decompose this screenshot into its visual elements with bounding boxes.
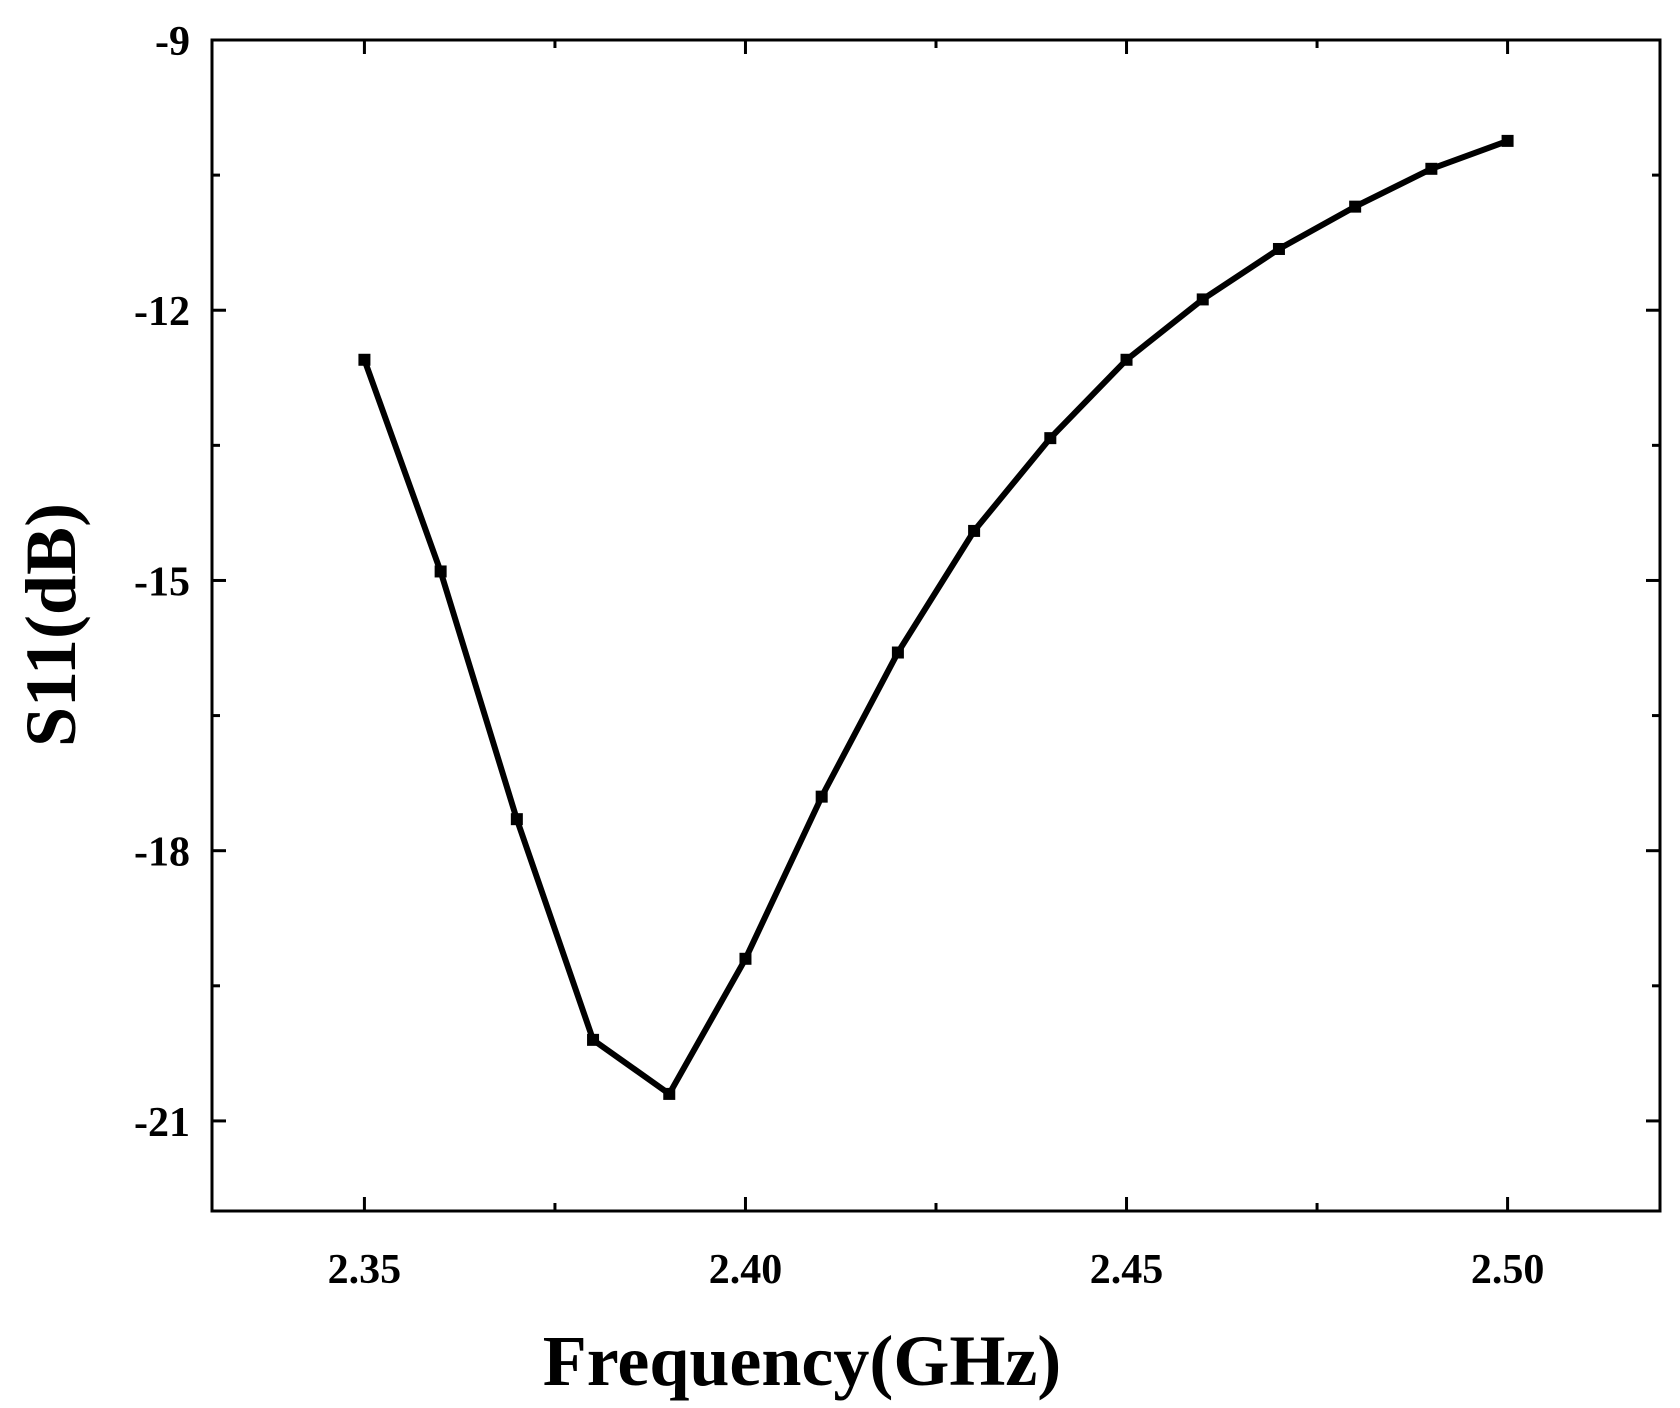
data-point-marker (1272, 242, 1285, 255)
data-point-marker (1196, 293, 1209, 306)
data-point-marker (1349, 200, 1362, 213)
data-point-marker (815, 790, 828, 803)
x-tick-label: 2.35 (328, 1247, 402, 1293)
data-point-marker (663, 1087, 676, 1100)
y-tick-label: -21 (134, 1100, 190, 1146)
data-point-marker (891, 646, 904, 659)
y-axis-title: S11(dB) (11, 503, 91, 747)
s11-line (361, 138, 1509, 1097)
data-point-marker (1120, 353, 1133, 366)
data-point-marker (1044, 432, 1057, 445)
data-point-marker (358, 353, 371, 366)
y-tick-label: -18 (134, 830, 190, 876)
plot-frame (210, 38, 1662, 1213)
data-series (358, 134, 1514, 1100)
x-tick-label: 2.50 (1471, 1247, 1545, 1293)
axis-ticks (212, 38, 1660, 1211)
x-tick-label: 2.40 (709, 1247, 783, 1293)
data-point-marker (739, 952, 752, 965)
data-point-marker (510, 813, 523, 826)
y-tick-label: -12 (134, 289, 190, 335)
y-tick-label: -9 (155, 19, 190, 65)
x-tick-label: 2.45 (1090, 1247, 1164, 1293)
data-point-marker (1501, 134, 1514, 147)
x-axis-title: Frequency(GHz) (543, 1321, 1062, 1401)
data-point-marker (434, 565, 447, 578)
data-point-marker (968, 524, 981, 537)
data-point-marker (587, 1033, 600, 1046)
data-point-marker (1425, 162, 1438, 175)
axis-tick-labels: 2.35 2.40 2.45 2.50 -9 -12 -15 -18 -21 (134, 19, 1544, 1293)
y-tick-label: -15 (134, 559, 190, 605)
